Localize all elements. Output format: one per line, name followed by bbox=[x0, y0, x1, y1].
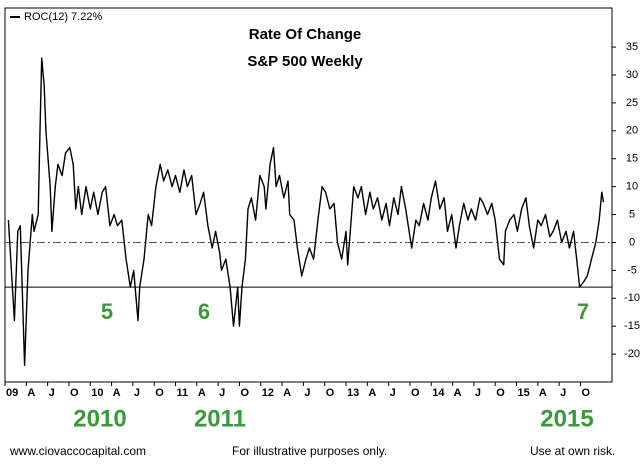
x-tick-label: J bbox=[219, 387, 225, 399]
y-tick-label: -20 bbox=[624, 348, 640, 360]
x-tick-label: 10 bbox=[91, 387, 103, 399]
y-tick-label: -5 bbox=[627, 264, 637, 276]
x-tick-label: A bbox=[368, 387, 376, 399]
annotation: 6 bbox=[198, 299, 210, 324]
footer-text: Use at own risk. bbox=[530, 444, 615, 458]
x-tick-label: 11 bbox=[177, 387, 189, 399]
y-tick-label: 0 bbox=[629, 236, 635, 248]
y-tick-label: 30 bbox=[626, 69, 638, 81]
x-tick-label: 12 bbox=[262, 387, 274, 399]
annotation: 5 bbox=[101, 299, 113, 324]
y-tick-label: 10 bbox=[626, 181, 638, 193]
x-tick-label: J bbox=[560, 387, 566, 399]
x-tick-label: A bbox=[27, 387, 35, 399]
x-tick-label: O bbox=[240, 387, 249, 399]
x-tick-label: O bbox=[155, 387, 164, 399]
annotation: 7 bbox=[577, 299, 589, 324]
footer-text: www.ciovaccocapital.com bbox=[9, 444, 146, 458]
x-tick-label: J bbox=[134, 387, 140, 399]
year-label: 2011 bbox=[194, 405, 246, 432]
x-tick-label: A bbox=[283, 387, 291, 399]
x-tick-label: J bbox=[475, 387, 481, 399]
x-tick-label: 09 bbox=[6, 387, 18, 399]
x-tick-label: J bbox=[49, 387, 55, 399]
y-tick-label: 15 bbox=[626, 153, 638, 165]
x-tick-label: O bbox=[496, 387, 505, 399]
x-tick-label: A bbox=[454, 387, 462, 399]
x-tick-label: A bbox=[198, 387, 206, 399]
legend-label: ROC(12) 7.22% bbox=[24, 11, 102, 23]
x-tick-label: 14 bbox=[432, 387, 445, 399]
x-tick-label: 13 bbox=[347, 387, 359, 399]
y-tick-label: 5 bbox=[629, 208, 635, 220]
y-tick-label: 20 bbox=[626, 125, 638, 137]
data-line bbox=[7, 57, 605, 366]
y-tick-label: 25 bbox=[626, 97, 638, 109]
x-tick-label: J bbox=[304, 387, 310, 399]
x-tick-label: O bbox=[411, 387, 420, 399]
x-tick-label: A bbox=[539, 387, 547, 399]
x-tick-label: A bbox=[113, 387, 121, 399]
year-label: 2015 bbox=[540, 405, 593, 432]
year-label: 2010 bbox=[73, 405, 126, 432]
plot-frame bbox=[4, 7, 613, 383]
y-tick-label: -15 bbox=[624, 320, 640, 332]
x-tick-label: O bbox=[70, 387, 79, 399]
x-tick-label: 15 bbox=[518, 387, 530, 399]
footer-text: For illustrative purposes only. bbox=[232, 444, 387, 458]
x-tick-label: J bbox=[390, 387, 396, 399]
x-tick-label: O bbox=[326, 387, 335, 399]
x-tick-label: O bbox=[581, 387, 590, 399]
chart-title: Rate Of Change bbox=[249, 26, 362, 43]
chart-subtitle: S&P 500 Weekly bbox=[247, 53, 363, 70]
y-tick-label: -10 bbox=[624, 292, 640, 304]
y-tick-label: 35 bbox=[626, 41, 638, 53]
